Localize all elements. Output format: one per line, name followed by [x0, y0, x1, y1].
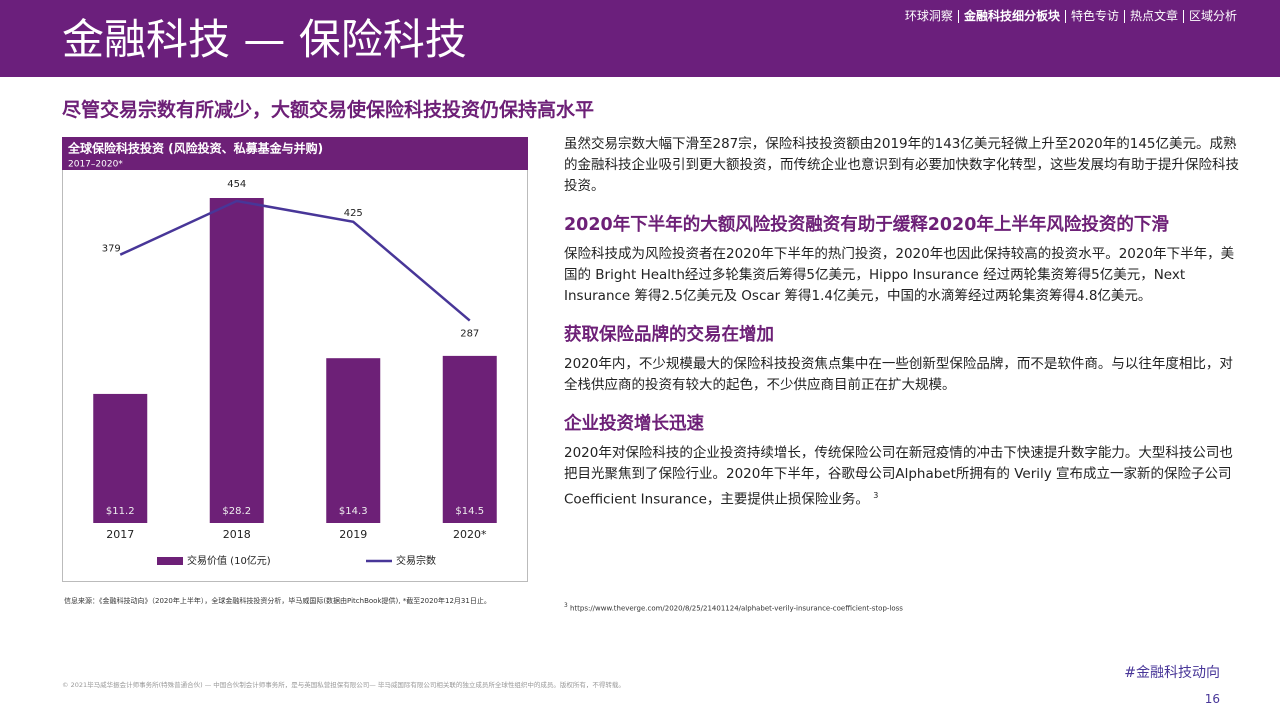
copyright: © 2021毕马威华振会计师事务所(特殊普通合伙) — 中国合伙制会计师事务所，… — [62, 681, 625, 689]
nav-item[interactable]: 金融科技细分板块 — [957, 10, 1065, 23]
x-tick-label: 2018 — [223, 528, 251, 541]
tag[interactable]: #金融科技动向 — [1124, 665, 1220, 681]
legend-label: 交易宗数 — [396, 554, 436, 567]
bar-value-label: $14.3 — [339, 506, 368, 517]
x-tick-label: 2019 — [339, 528, 367, 541]
nav-item[interactable]: 环球洞察 — [904, 9, 953, 23]
bar-value-label: $11.2 — [106, 506, 135, 517]
legend-swatch — [157, 557, 183, 565]
legend-label: 交易价值 (10亿元) — [187, 554, 271, 567]
page-title: 金融科技 — 保险科技 — [62, 15, 467, 64]
line-value-label: 454 — [227, 179, 246, 190]
bar — [326, 358, 381, 523]
footnote: 3 https://www.theverge.com/2020/8/25/214… — [564, 603, 903, 612]
bar-value-label: $28.2 — [222, 506, 251, 517]
line — [119, 199, 471, 322]
footnote-text: https://www.theverge.com/2020/8/25/21401… — [569, 604, 903, 613]
paragraph: 虽然交易宗数大幅下滑至287宗，保险科技投资额由2019年的143亿美元轻微上升… — [564, 136, 1239, 194]
bar — [93, 393, 148, 523]
section-heading: 获取保险品牌的交易在增加 — [564, 325, 774, 345]
source-note: 信息来源：《金融科技动向》（2020年上半年），全球金融科技投资分析，毕马威国际… — [64, 597, 491, 605]
chart-header — [62, 137, 528, 170]
nav-item[interactable]: 区域分析 — [1182, 10, 1242, 23]
line-value-label: 425 — [344, 208, 363, 219]
section-heading: 2020年下半年的大额风险投资融资有助于缓释2020年上半年风险投资的下滑 — [564, 215, 1169, 235]
paragraph: 保险科技成为风险投资者在2020年下半年的热门投资，2020年也因此保持较高的投… — [564, 246, 1235, 304]
top-bar — [0, 0, 1280, 77]
x-tick-label: 2020* — [453, 528, 487, 541]
section-heading: 企业投资增长迅速 — [564, 414, 704, 434]
nav: 环球洞察 金融科技细分板块 特色专访 热点文章 区域分析 — [900, 10, 1242, 23]
text-column: 虽然交易宗数大幅下滑至287宗，保险科技投资额由2019年的143亿美元轻微上升… — [564, 134, 1244, 521]
chart-title: 全球保险科技投资 (风险投资、私募基金与并购) — [67, 141, 323, 156]
line-value-label: 379 — [102, 244, 121, 255]
bar-value-label: $14.5 — [455, 506, 484, 517]
nav-item[interactable]: 特色专访 — [1064, 10, 1124, 23]
x-tick-label: 2017 — [106, 528, 134, 541]
line-value-label: 287 — [460, 329, 479, 340]
bar — [442, 355, 497, 523]
footnote-mark: 3 — [564, 603, 568, 609]
paragraph-text: 2020年对保险科技的企业投资持续增长，传统保险公司在新冠疫情的冲击下快速提升数… — [564, 445, 1233, 508]
page-number: 16 — [1204, 692, 1220, 706]
bar — [209, 198, 264, 523]
paragraph: 2020年对保险科技的企业投资持续增长，传统保险公司在新冠疫情的冲击下快速提升数… — [564, 443, 1244, 511]
chart: 全球保险科技投资 (风险投资、私募基金与并购) 2017–2020* 2017 2… — [62, 137, 528, 582]
headline: 尽管交易宗数有所减少，大额交易使保险科技投资仍保持高水平 — [62, 99, 595, 121]
footnote-ref: 3 — [873, 491, 879, 500]
nav-item[interactable]: 热点文章 — [1123, 10, 1183, 23]
paragraph: 2020年内，不少规模最大的保险科技投资焦点集中在一些创新型保险品牌，而不是软件… — [564, 356, 1233, 393]
chart-subtitle: 2017–2020* — [68, 160, 123, 170]
